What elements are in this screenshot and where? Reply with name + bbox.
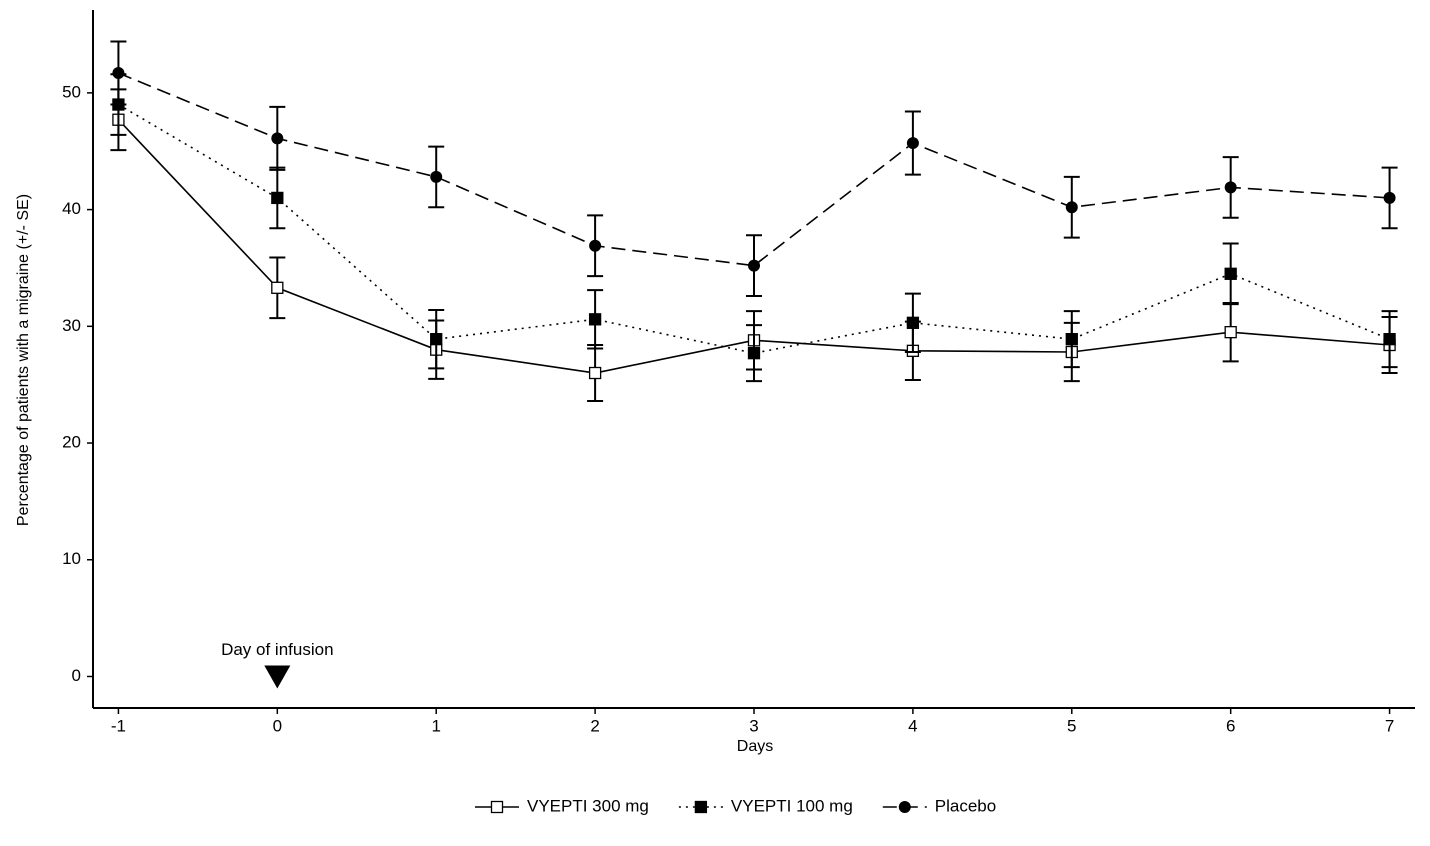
data-point: [271, 281, 284, 294]
x-tick-label: 0: [273, 716, 282, 735]
y-tick-label: 0: [72, 666, 81, 685]
data-point: [1224, 326, 1237, 339]
data-point: [588, 366, 602, 380]
x-tick-label: 3: [749, 716, 758, 735]
data-point: [748, 259, 760, 272]
legend-marker: [898, 801, 911, 813]
legend-label: Placebo: [935, 796, 996, 815]
data-point: [1383, 191, 1396, 204]
y-tick-label: 20: [62, 433, 81, 452]
data-point: [1065, 333, 1078, 346]
x-tick-label: 6: [1226, 716, 1235, 735]
data-point: [430, 333, 443, 346]
data-point: [430, 170, 443, 183]
annotation-text: Day of infusion: [221, 640, 333, 659]
legend-label: VYEPTI 100 mg: [731, 796, 853, 815]
data-point: [747, 347, 761, 360]
y-tick-label: 40: [62, 199, 81, 218]
x-tick-label: 2: [590, 716, 599, 735]
x-tick-label: 4: [908, 716, 917, 735]
x-tick-label: 5: [1067, 716, 1076, 735]
data-point: [906, 137, 919, 150]
y-tick-label: 50: [62, 82, 81, 101]
y-tick-label: 10: [62, 549, 81, 568]
data-point: [589, 239, 602, 252]
series-line: [118, 72, 1390, 267]
y-tick-label: 30: [62, 316, 81, 335]
data-point: [1224, 267, 1237, 280]
data-point: [271, 191, 284, 205]
data-point: [588, 313, 602, 326]
series-line: [118, 103, 1390, 354]
legend-marker: [694, 800, 708, 814]
x-tick-label: -1: [111, 716, 126, 735]
data-point: [112, 67, 125, 80]
legend-marker: [490, 800, 504, 814]
data-point: [906, 316, 920, 329]
data-point: [1065, 201, 1078, 214]
data-point: [1383, 333, 1396, 346]
x-tick-label: 1: [431, 716, 440, 735]
data-point: [1224, 181, 1237, 194]
x-axis-label: Days: [737, 738, 773, 755]
x-tick-label: 7: [1385, 716, 1394, 735]
data-point: [271, 132, 284, 145]
y-axis-label: Percentage of patients with a migraine (…: [15, 194, 32, 526]
annotation-arrow: [264, 665, 291, 689]
legend-label: VYEPTI 300 mg: [527, 796, 649, 815]
